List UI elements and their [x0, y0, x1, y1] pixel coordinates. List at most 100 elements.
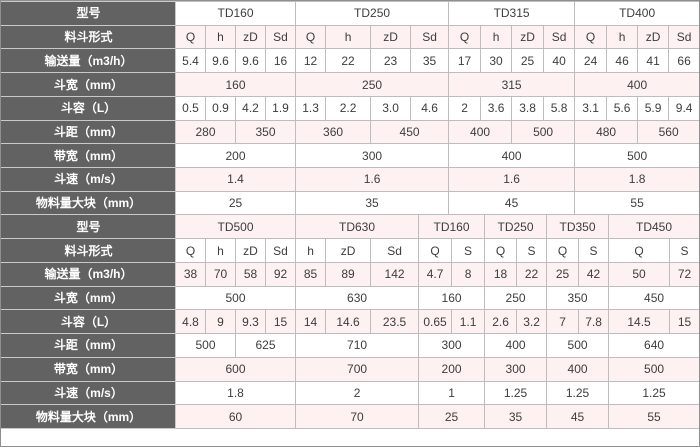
value-cell: 700: [295, 356, 420, 382]
value-cell: Q: [418, 238, 453, 263]
value-cell: 55: [574, 190, 699, 216]
value-cell: Q: [574, 24, 608, 50]
value-cell: 85: [295, 261, 327, 287]
model-cell: TD450: [608, 214, 699, 240]
value-cell: 1.6: [448, 167, 576, 192]
value-cell: 8: [451, 261, 486, 287]
value-cell: 5.4: [175, 48, 206, 74]
value-cell: 4.8: [175, 309, 206, 335]
value-cell: 35: [410, 48, 450, 74]
value-cell: Sd: [668, 24, 699, 50]
table-row: 输送量（m3/h） 5.4 9.6 9.6 16 12 22 23 35 17 30 25 40 24 46…: [1, 48, 699, 74]
value-cell: 0.65: [418, 309, 453, 335]
row-label: 料斗形式: [1, 238, 176, 263]
value-cell: 200: [174, 143, 297, 169]
value-cell: 15: [264, 309, 297, 335]
value-cell: 1: [418, 380, 486, 406]
value-cell: 1.6: [295, 167, 450, 192]
value-cell: 2.6: [484, 309, 518, 335]
model-cell: TD500: [174, 214, 297, 240]
value-cell: 7: [546, 309, 580, 335]
value-cell: 250: [295, 72, 450, 97]
row-label: 输送量（m3/h）: [1, 48, 176, 74]
value-cell: 450: [370, 119, 450, 145]
value-cell: 500: [608, 356, 699, 382]
table-row: 斗速（m/s） 1.8 2 1 1.25 1.25 1.25: [1, 380, 699, 406]
value-cell: 1.25: [608, 380, 699, 406]
table-row: 斗速（m/s） 1.4 1.6 1.6 1.8: [1, 167, 699, 192]
value-cell: 12: [295, 48, 327, 74]
value-cell: 18: [484, 261, 518, 287]
model-cell: TD250: [484, 214, 548, 240]
value-cell: 640: [608, 333, 699, 358]
row-label: 带宽（mm）: [1, 143, 176, 169]
value-cell: Q: [546, 238, 580, 263]
table-row: 斗容（L） 4.8 9 9.3 15 14 14.6 23.5 0.65 1.1 2.6 3.2 7 7.…: [1, 309, 699, 335]
table-row: 斗距（mm） 500 625 710 300 400 500 640: [1, 333, 699, 358]
value-cell: Sd: [264, 238, 297, 263]
value-cell: 7.8: [578, 309, 610, 335]
value-cell: 1.3: [295, 95, 327, 121]
row-label: 带宽（mm）: [1, 356, 176, 382]
value-cell: 16: [264, 48, 297, 74]
row-label: 型号: [1, 214, 176, 240]
model-cell: TD160: [174, 1, 297, 26]
value-cell: h: [205, 24, 236, 50]
value-cell: 300: [295, 143, 450, 169]
value-cell: 40: [543, 48, 576, 74]
value-cell: 3.1: [574, 95, 608, 121]
value-cell: Q: [608, 238, 671, 263]
value-cell: 45: [546, 404, 610, 429]
value-cell: 41: [637, 48, 670, 74]
row-label: 物料量大块（mm）: [1, 404, 176, 429]
value-cell: 480: [574, 119, 639, 145]
row-label: 斗宽（mm）: [1, 72, 176, 97]
value-cell: 60: [174, 404, 297, 429]
value-cell: 89: [325, 261, 372, 287]
value-cell: zD: [637, 24, 670, 50]
value-cell: 500: [546, 333, 610, 358]
value-cell: 600: [174, 356, 297, 382]
value-cell: 1.25: [484, 380, 548, 406]
value-cell: 46: [606, 48, 639, 74]
row-label: 物料量大块（mm）: [1, 190, 176, 216]
value-cell: 500: [574, 143, 699, 169]
value-cell: 5.8: [543, 95, 576, 121]
value-cell: Sd: [264, 24, 297, 50]
row-label: 斗容（L）: [1, 309, 176, 335]
row-label: 斗距（mm）: [1, 119, 176, 145]
table-row: 斗容（L） 0.5 0.9 4.2 1.9 1.3 2.2 3.0 4.6 2 3.6 3.8 5.8 3…: [1, 95, 699, 121]
value-cell: Q: [484, 238, 518, 263]
value-cell: 72: [669, 261, 699, 287]
value-cell: 1.25: [546, 380, 610, 406]
value-cell: 160: [418, 285, 486, 311]
value-cell: zD: [370, 24, 412, 50]
value-cell: 142: [370, 261, 420, 287]
value-cell: 0.5: [175, 95, 206, 121]
value-cell: 30: [480, 48, 513, 74]
value-cell: S: [516, 238, 548, 263]
value-cell: 55: [608, 404, 699, 429]
value-cell: 400: [546, 356, 610, 382]
value-cell: zD: [235, 238, 266, 263]
value-cell: h: [325, 24, 372, 50]
value-cell: 3.6: [480, 95, 513, 121]
row-label: 型号: [1, 1, 176, 26]
table-row: 物料量大块（mm） 60 70 25 35 45 55: [1, 404, 699, 429]
value-cell: 1.4: [174, 167, 297, 192]
value-cell: 400: [448, 119, 513, 145]
value-cell: 350: [234, 119, 297, 145]
value-cell: 560: [637, 119, 699, 145]
table-row: 带宽（mm） 600 700 200 300 400 500: [1, 356, 699, 382]
value-cell: Sd: [370, 238, 420, 263]
value-cell: zD: [235, 24, 266, 50]
value-cell: 2: [295, 380, 420, 406]
table-row: 斗宽（mm） 160 250 315 400: [1, 72, 699, 97]
value-cell: 38: [175, 261, 206, 287]
value-cell: 200: [418, 356, 486, 382]
value-cell: 4.2: [235, 95, 266, 121]
value-cell: 1.9: [264, 95, 297, 121]
row-label: 斗速（m/s）: [1, 167, 176, 192]
